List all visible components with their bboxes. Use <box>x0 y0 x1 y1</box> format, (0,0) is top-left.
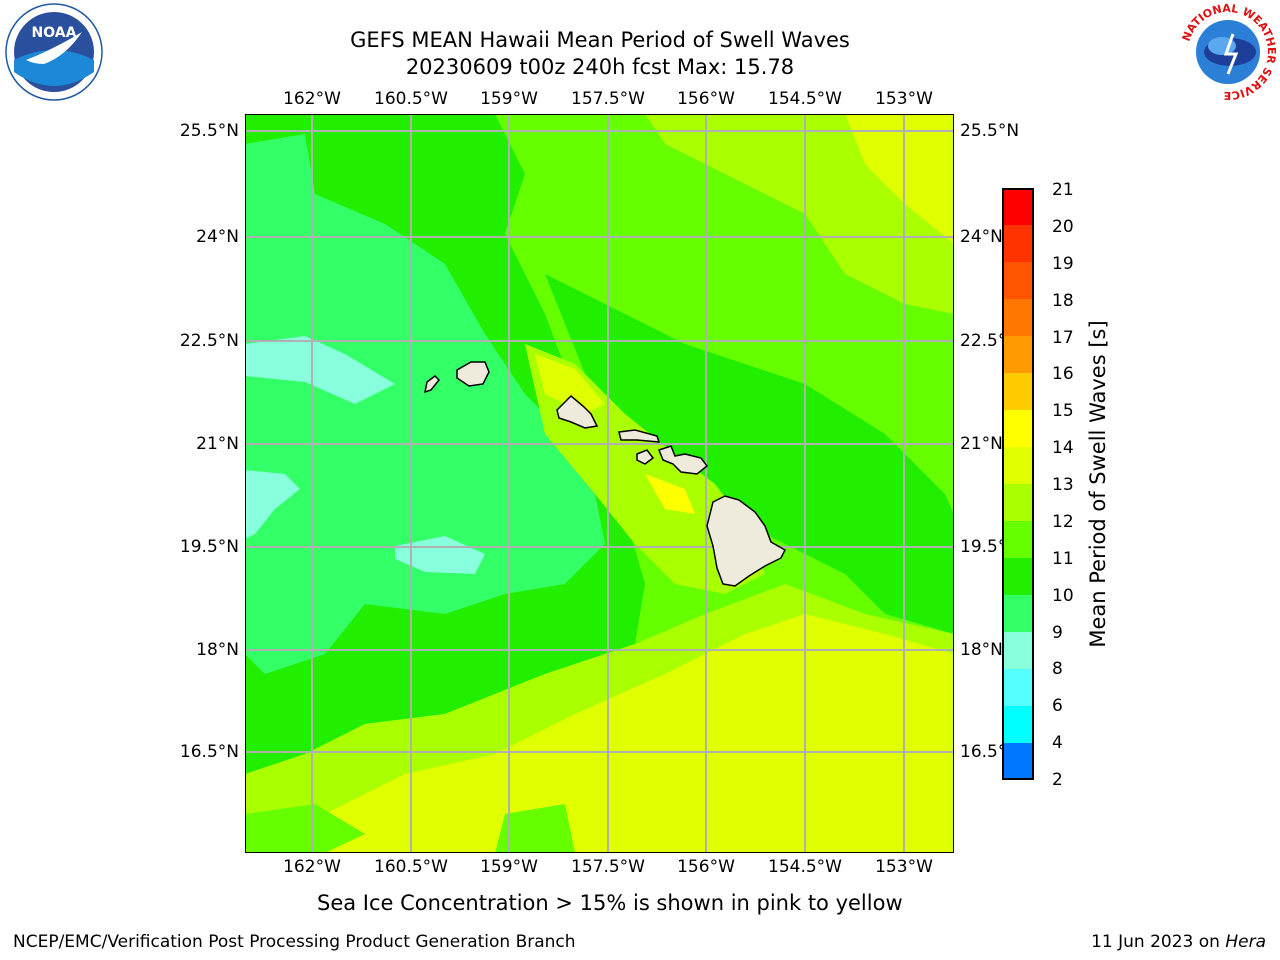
colorbar-tick-label: 12 <box>1052 511 1074 532</box>
lat-label: 18°N <box>960 640 1003 660</box>
contour-12s-south-patch-2 <box>495 804 575 853</box>
lat-label: 18°N <box>196 640 239 660</box>
colorbar-swatch <box>1002 447 1034 485</box>
lat-label: 24°N <box>960 227 1003 247</box>
lon-label: 160.5°W <box>374 857 448 877</box>
colorbar <box>1002 188 1034 780</box>
lon-label: 156°W <box>677 857 735 877</box>
colorbar-tick-label: 14 <box>1052 438 1074 459</box>
colorbar-tick-label: 19 <box>1052 253 1074 274</box>
lon-label: 154.5°W <box>768 857 842 877</box>
lon-label: 157.5°W <box>571 89 645 109</box>
colorbar-swatch <box>1002 595 1034 633</box>
footer-date-text: 11 Jun 2023 on <box>1091 932 1226 952</box>
national-weather-service-logo: NATIONAL WEATHER SERVICE <box>1180 2 1278 102</box>
footer-branch: NCEP/EMC/Verification Post Processing Pr… <box>13 932 576 952</box>
lon-label: 162°W <box>283 857 341 877</box>
lat-label: 25.5°N <box>960 121 1020 141</box>
sea-ice-note: Sea Ice Concentration > 15% is shown in … <box>317 891 903 915</box>
colorbar-tick-label: 21 <box>1052 180 1074 200</box>
contour-14s-lee <box>535 354 605 414</box>
lat-label: 24°N <box>196 227 239 247</box>
contour-9s-west-2 <box>245 470 300 539</box>
lon-label: 162°W <box>283 89 341 109</box>
colorbar-swatch <box>1002 299 1034 337</box>
contour-9s-center <box>395 536 485 574</box>
noaa-logo-text: NOAA <box>32 25 77 41</box>
colorbar-swatch <box>1002 225 1034 263</box>
contour-10s-west <box>245 134 605 674</box>
contour-14s-northeast <box>845 114 954 244</box>
colorbar-swatch <box>1002 669 1034 707</box>
lat-label: 22.5°N <box>179 331 239 351</box>
hawaiian-islands <box>424 361 786 587</box>
colorbar-tick-label: 20 <box>1052 216 1074 237</box>
colorbar-tick-label: 15 <box>1052 401 1074 422</box>
contour-11s-mid <box>545 274 954 634</box>
island-maui <box>658 445 709 475</box>
lon-label: 157.5°W <box>571 857 645 877</box>
lat-label: 21°N <box>960 434 1003 454</box>
contour-14s-south <box>305 614 954 853</box>
lat-label: 16.5°N <box>179 742 239 762</box>
lat-label: 21°N <box>196 434 239 454</box>
colorbar-tick-label: 10 <box>1052 585 1074 606</box>
colorbar-swatch <box>1002 373 1034 411</box>
colorbar-swatch <box>1002 632 1034 670</box>
colorbar-tick-label: 16 <box>1052 364 1074 385</box>
colorbar-tick-label: 4 <box>1052 733 1063 754</box>
colorbar-swatch <box>1002 743 1034 780</box>
island-lanai <box>636 449 655 465</box>
colorbar-frame <box>1002 188 1034 780</box>
island-niihau <box>424 375 441 394</box>
contour-9s-west-1 <box>245 336 395 404</box>
graticule <box>245 114 954 853</box>
colorbar-swatch <box>1002 558 1034 596</box>
colorbar-tick-label: 2 <box>1052 770 1063 790</box>
footer-date: 11 Jun 2023 on Hera <box>1091 932 1266 952</box>
colorbar-swatch <box>1002 336 1034 374</box>
lat-label: 25.5°N <box>179 121 239 141</box>
contour-12s-south-patch <box>245 804 365 853</box>
island-molokai <box>618 429 661 443</box>
chart-title: GEFS MEAN Hawaii Mean Period of Swell Wa… <box>350 28 850 52</box>
lon-label: 153°W <box>875 857 933 877</box>
footer-machine: Hera <box>1225 932 1266 952</box>
colorbar-tick-label: 11 <box>1052 548 1074 569</box>
colorbar-tick-label: 8 <box>1052 659 1063 680</box>
colorbar-swatch <box>1002 188 1034 226</box>
lon-label: 156°W <box>677 89 735 109</box>
island-oahu <box>556 394 599 429</box>
island-hawaii <box>706 495 786 587</box>
colorbar-tick-label: 6 <box>1052 696 1063 717</box>
lon-label: 154.5°W <box>768 89 842 109</box>
colorbar-swatch <box>1002 410 1034 448</box>
colorbar-label: Mean Period of Swell Waves [s] <box>1086 320 1110 648</box>
lon-label: 160.5°W <box>374 89 448 109</box>
colorbar-swatch <box>1002 484 1034 522</box>
colorbar-tick-label: 9 <box>1052 622 1063 643</box>
chart-subtitle-forecast: 20230609 t00z 240h fcst Max: 15.78 <box>405 55 795 79</box>
lon-label: 159°W <box>480 89 538 109</box>
colorbar-tick-label: 18 <box>1052 290 1074 311</box>
colorbar-swatch <box>1002 262 1034 300</box>
lat-label: 19.5°N <box>179 537 239 557</box>
noaa-logo: NOAA <box>5 3 103 101</box>
colorbar-swatch <box>1002 706 1034 744</box>
colorbar-tick-label: 17 <box>1052 327 1074 348</box>
contour-15s-lee <box>645 474 695 514</box>
lon-label: 153°W <box>875 89 933 109</box>
swell-period-map <box>245 114 954 853</box>
lon-label: 159°W <box>480 857 538 877</box>
island-kauai <box>456 361 490 387</box>
colorbar-swatch <box>1002 521 1034 559</box>
colorbar-tick-label: 13 <box>1052 475 1074 495</box>
